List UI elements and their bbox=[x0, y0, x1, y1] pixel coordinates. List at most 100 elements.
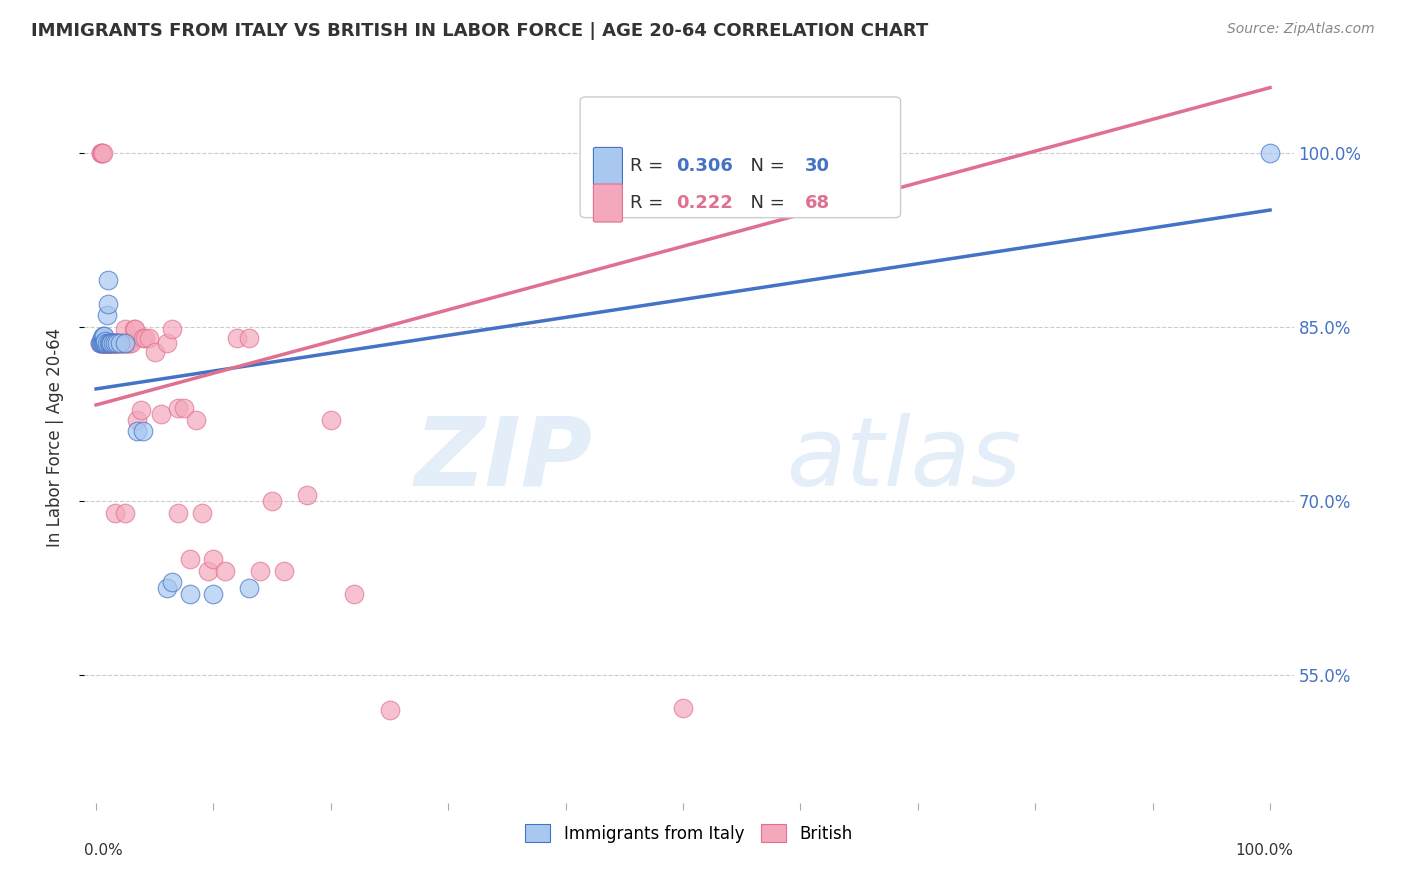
Immigrants from Italy bbox=[104, 336, 127, 351]
Immigrants from Italy bbox=[91, 336, 114, 351]
Text: 100.0%: 100.0% bbox=[1236, 843, 1294, 858]
British bbox=[118, 336, 141, 351]
Text: R =: R = bbox=[630, 194, 669, 212]
Text: IMMIGRANTS FROM ITALY VS BRITISH IN LABOR FORCE | AGE 20-64 CORRELATION CHART: IMMIGRANTS FROM ITALY VS BRITISH IN LABO… bbox=[31, 22, 928, 40]
Immigrants from Italy bbox=[108, 336, 131, 351]
British bbox=[94, 336, 117, 351]
British bbox=[162, 322, 184, 336]
Immigrants from Italy bbox=[105, 336, 128, 351]
British bbox=[117, 336, 139, 351]
FancyBboxPatch shape bbox=[593, 147, 623, 186]
British bbox=[238, 331, 260, 345]
British bbox=[111, 336, 134, 351]
Text: 30: 30 bbox=[806, 158, 830, 176]
British bbox=[103, 336, 125, 351]
British bbox=[103, 336, 125, 351]
British bbox=[104, 506, 127, 520]
Text: 0.222: 0.222 bbox=[676, 194, 733, 212]
Legend: Immigrants from Italy, British: Immigrants from Italy, British bbox=[519, 818, 859, 849]
Text: Source: ZipAtlas.com: Source: ZipAtlas.com bbox=[1227, 22, 1375, 37]
British bbox=[262, 494, 284, 508]
British bbox=[115, 336, 138, 351]
British bbox=[114, 322, 136, 336]
British bbox=[143, 345, 166, 359]
British bbox=[104, 336, 127, 351]
British bbox=[378, 703, 401, 717]
British bbox=[91, 145, 114, 160]
British bbox=[114, 506, 136, 520]
British bbox=[184, 412, 207, 426]
British bbox=[202, 552, 225, 566]
Immigrants from Italy bbox=[91, 331, 114, 345]
Immigrants from Italy bbox=[1258, 145, 1281, 160]
British bbox=[167, 506, 190, 520]
Immigrants from Italy bbox=[97, 296, 120, 310]
British bbox=[343, 587, 366, 601]
Text: R =: R = bbox=[630, 158, 669, 176]
British bbox=[112, 336, 135, 351]
British bbox=[132, 331, 155, 345]
British bbox=[98, 336, 121, 351]
Text: 68: 68 bbox=[806, 194, 830, 212]
British bbox=[90, 145, 112, 160]
British bbox=[90, 145, 112, 160]
British bbox=[214, 564, 236, 578]
Immigrants from Italy bbox=[202, 587, 225, 601]
Immigrants from Italy bbox=[127, 424, 149, 438]
Y-axis label: In Labor Force | Age 20-64: In Labor Force | Age 20-64 bbox=[45, 327, 63, 547]
Text: N =: N = bbox=[738, 158, 790, 176]
British bbox=[105, 336, 128, 351]
British bbox=[226, 331, 249, 345]
British bbox=[672, 700, 695, 714]
British bbox=[319, 412, 342, 426]
British bbox=[97, 336, 120, 351]
Immigrants from Italy bbox=[91, 329, 114, 343]
British bbox=[91, 145, 114, 160]
British bbox=[297, 488, 319, 502]
British bbox=[124, 322, 146, 336]
British bbox=[134, 331, 156, 345]
British bbox=[94, 336, 117, 351]
British bbox=[129, 403, 152, 417]
British bbox=[138, 331, 160, 345]
British bbox=[98, 336, 121, 351]
British bbox=[190, 506, 212, 520]
British bbox=[96, 336, 118, 351]
British bbox=[249, 564, 271, 578]
British bbox=[120, 336, 142, 351]
Immigrants from Italy bbox=[132, 424, 155, 438]
British bbox=[197, 564, 219, 578]
British bbox=[112, 336, 135, 351]
British bbox=[173, 401, 195, 415]
British bbox=[108, 336, 131, 351]
Immigrants from Italy bbox=[114, 336, 136, 351]
FancyBboxPatch shape bbox=[593, 184, 623, 222]
British bbox=[107, 336, 129, 351]
British bbox=[122, 322, 145, 336]
Immigrants from Italy bbox=[96, 336, 118, 351]
British bbox=[149, 407, 172, 421]
Immigrants from Italy bbox=[93, 336, 115, 351]
Text: 0.306: 0.306 bbox=[676, 158, 733, 176]
British bbox=[93, 336, 115, 351]
FancyBboxPatch shape bbox=[581, 97, 901, 218]
British bbox=[101, 336, 124, 351]
British bbox=[93, 336, 115, 351]
Immigrants from Italy bbox=[179, 587, 201, 601]
Immigrants from Italy bbox=[89, 336, 111, 351]
Immigrants from Italy bbox=[97, 273, 120, 287]
British bbox=[105, 336, 128, 351]
British bbox=[98, 336, 121, 351]
Immigrants from Italy bbox=[91, 336, 114, 351]
British bbox=[127, 412, 149, 426]
British bbox=[110, 336, 132, 351]
Text: atlas: atlas bbox=[786, 412, 1021, 506]
Immigrants from Italy bbox=[98, 336, 121, 351]
Immigrants from Italy bbox=[96, 308, 118, 322]
British bbox=[167, 401, 190, 415]
British bbox=[96, 336, 118, 351]
Immigrants from Italy bbox=[100, 336, 122, 351]
Immigrants from Italy bbox=[94, 336, 117, 351]
British bbox=[97, 336, 120, 351]
British bbox=[91, 336, 114, 351]
